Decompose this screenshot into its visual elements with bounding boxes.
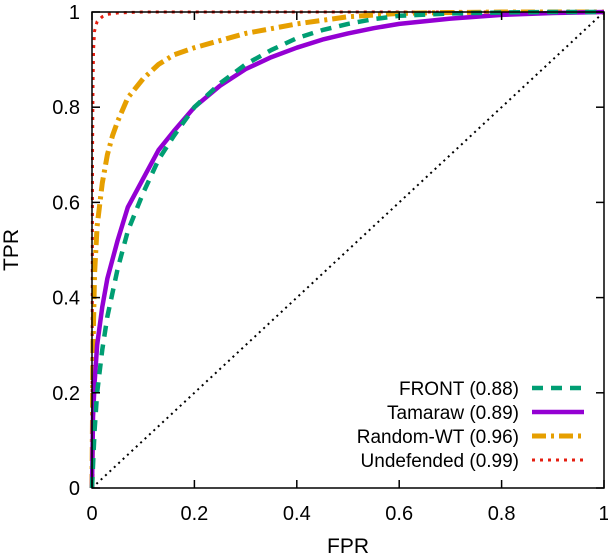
series-line-undefended [90,10,604,489]
x-tick-label: 0 [86,503,97,525]
x-tick-label: 0.6 [385,503,413,525]
plot-frame [91,11,605,489]
legend: FRONT (0.88) Tamaraw (0.89) Random-WT (0.9… [357,379,584,472]
plot-area [89,9,605,489]
series-line-random-wt [89,9,604,489]
y-tick-label: 0 [69,478,80,500]
y-tick-label: 1 [69,2,80,24]
x-axis-title: FPR [327,535,369,558]
x-tick-label: 0.2 [180,503,208,525]
x-tick-label: 1 [598,503,608,525]
diagonal-reference-line [91,11,605,489]
legend-label-undefended: Undefended (0.99) [361,451,519,472]
axes: 0 0.2 0.4 0.6 0.8 1 0 0.2 0.4 0.6 0.8 1 [52,2,608,525]
y-tick-label: 0.4 [52,288,80,310]
legend-label-tamaraw: Tamaraw (0.89) [387,403,519,424]
x-tick-label: 0.4 [283,503,311,525]
x-tick-label: 0.8 [488,503,516,525]
y-axis-title: TPR [0,229,23,271]
legend-label-random-wt: Random-WT (0.96) [357,427,519,448]
y-tick-label: 0.2 [52,383,80,405]
legend-label-front: FRONT (0.88) [399,379,519,400]
series-line-front [89,9,604,489]
y-tick-label: 0.8 [52,97,80,119]
y-tick-label: 0.6 [52,192,80,214]
